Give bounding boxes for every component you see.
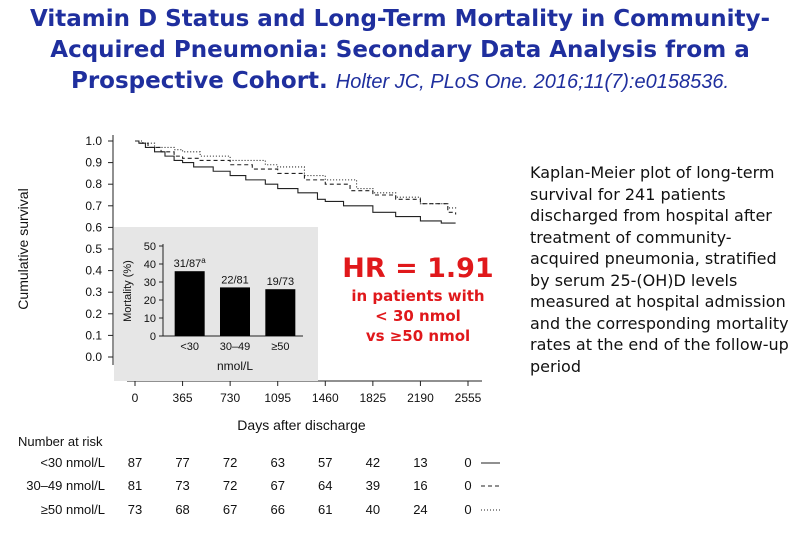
plot-description: Kaplan-Meier plot of long-term survival … (530, 163, 789, 376)
inset-bar-label: 22/81 (221, 274, 249, 286)
hr-value: HR = 1.91 (342, 253, 494, 284)
hr-line-3: vs ≥50 nmol (365, 327, 471, 345)
inset-y-tick-label: 10 (144, 313, 156, 325)
x-tick-label: 365 (173, 391, 193, 405)
risk-row-label: ≥50 nmol/L (40, 502, 105, 517)
risk-value: 24 (413, 502, 428, 517)
y-tick-label: 0.6 (85, 220, 102, 234)
inset-bar-label: 19/73 (267, 276, 295, 288)
x-tick-label: 0 (132, 391, 139, 405)
y-axis-label: Cumulative survival (15, 188, 31, 309)
hr-line-1: in patients with (351, 287, 485, 305)
inset-y-tick-label: 30 (144, 277, 156, 289)
y-tick-label: 0.3 (85, 285, 102, 299)
inset-y-axis-label: Mortality (%) (122, 260, 134, 322)
y-tick-label: 1.0 (85, 134, 102, 148)
risk-value: 67 (222, 502, 238, 517)
y-tick-label: 0.4 (85, 264, 102, 278)
title-line-3: Prospective Cohort. Holter JC, PLoS One.… (0, 66, 800, 98)
risk-value: 0 (464, 502, 472, 517)
number-at-risk-title: Number at risk (18, 434, 103, 449)
inset-bar (265, 289, 296, 336)
risk-value: 66 (270, 502, 285, 517)
inset-bar (220, 287, 250, 336)
x-tick-label: 1095 (264, 391, 291, 405)
risk-row-label: 30–49 nmol/L (26, 478, 105, 493)
risk-value: 42 (365, 455, 381, 470)
inset-bar-label: 31/87a (174, 256, 207, 270)
hr-line-2: < 30 nmol (375, 307, 461, 325)
inset-bar (174, 271, 205, 336)
x-tick-label: 2190 (407, 391, 434, 405)
risk-value: 16 (413, 478, 428, 493)
inset-y-tick-label: 0 (150, 331, 156, 343)
inset-category-label: ≥50 (271, 341, 289, 353)
risk-row-label: <30 nmol/L (40, 455, 105, 470)
risk-value: 68 (175, 502, 190, 517)
inset-category-label: <30 (180, 341, 199, 353)
y-tick-label: 0.1 (85, 328, 102, 342)
km-curve-solid (135, 140, 456, 224)
x-axis-label: Days after discharge (237, 417, 366, 433)
risk-value: 72 (222, 455, 238, 470)
y-tick-label: 0.8 (85, 177, 102, 191)
risk-value: 77 (175, 455, 190, 470)
inset-y-tick-label: 50 (144, 241, 156, 253)
y-tick-label: 0.0 (85, 350, 102, 364)
x-tick-label: 730 (220, 391, 240, 405)
risk-value: 87 (127, 455, 143, 470)
risk-value: 64 (318, 478, 333, 493)
risk-value: 73 (175, 478, 190, 493)
x-tick-label: 1460 (312, 391, 339, 405)
risk-value: 72 (222, 478, 238, 493)
title-line-2: Acquired Pneumonia: Secondary Data Analy… (50, 37, 750, 63)
risk-value: 63 (270, 455, 285, 470)
inset-y-tick-label: 20 (144, 295, 156, 307)
inset-y-tick-label: 40 (144, 259, 156, 271)
x-tick-label: 1825 (360, 391, 387, 405)
inset-x-axis-label: nmol/L (217, 359, 253, 373)
risk-value: 81 (127, 478, 143, 493)
y-tick-label: 0.2 (85, 307, 102, 321)
risk-value: 61 (318, 502, 333, 517)
hazard-ratio-callout: HR = 1.91 in patients with < 30 nmol vs … (333, 252, 503, 346)
km-curve-dashed (135, 140, 457, 215)
risk-value: 40 (365, 502, 381, 517)
title-line-1: Vitamin D Status and Long-Term Mortality… (30, 6, 770, 32)
inset-category-label: 30–49 (220, 341, 251, 353)
risk-value: 0 (464, 455, 472, 470)
citation: Holter JC, PLoS One. 2016;11(7):e0158536… (335, 71, 730, 93)
inset-bar-superscript: a (201, 256, 206, 265)
km-curve-dotted (135, 140, 457, 211)
y-tick-label: 0.5 (85, 242, 102, 256)
risk-value: 67 (270, 478, 285, 493)
slide-title: Vitamin D Status and Long-Term Mortality… (0, 4, 800, 98)
y-tick-label: 0.9 (85, 156, 102, 170)
risk-value: 39 (365, 478, 381, 493)
risk-value: 13 (413, 455, 428, 470)
y-tick-label: 0.7 (85, 199, 102, 213)
risk-value: 0 (464, 478, 472, 493)
x-tick-label: 2555 (455, 391, 482, 405)
title-line-3-text: Prospective Cohort. (70, 68, 328, 94)
risk-value: 73 (127, 502, 143, 517)
risk-value: 57 (318, 455, 333, 470)
